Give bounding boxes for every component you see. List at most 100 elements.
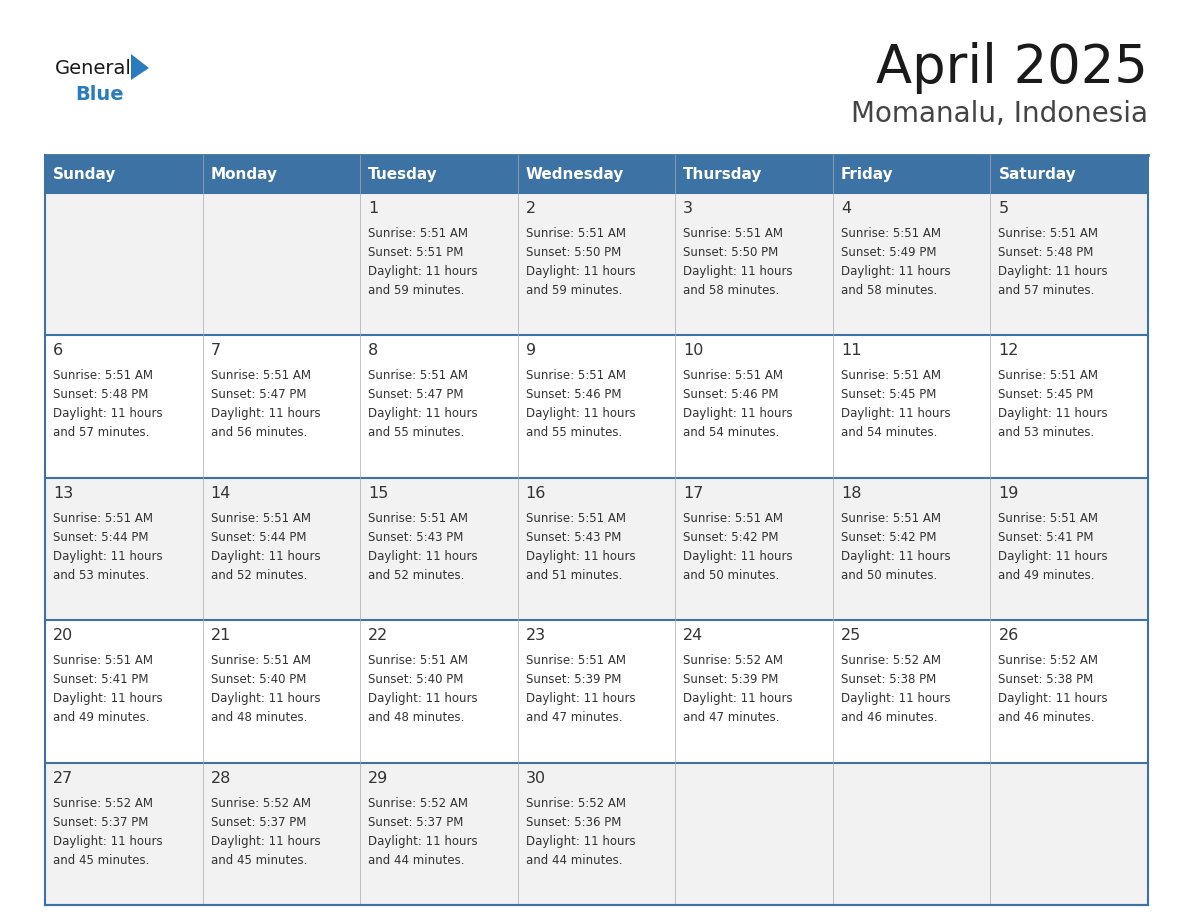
Text: Sunset: 5:41 PM: Sunset: 5:41 PM [53,673,148,686]
Bar [833,155,991,193]
Text: 5: 5 [998,201,1009,216]
Bar [45,763,203,905]
Text: and 52 minutes.: and 52 minutes. [210,569,307,582]
Text: Sunrise: 5:51 AM: Sunrise: 5:51 AM [210,655,310,667]
Text: 18: 18 [841,486,861,501]
Text: and 45 minutes.: and 45 minutes. [210,854,307,867]
Text: Sunrise: 5:52 AM: Sunrise: 5:52 AM [210,797,310,810]
Text: 28: 28 [210,770,230,786]
Bar [360,155,518,193]
Bar [203,477,360,621]
Text: Daylight: 11 hours: Daylight: 11 hours [998,550,1108,563]
Bar [675,477,833,621]
Text: Sunrise: 5:51 AM: Sunrise: 5:51 AM [841,369,941,383]
Text: Sunset: 5:48 PM: Sunset: 5:48 PM [998,246,1094,259]
Text: 19: 19 [998,486,1019,501]
Text: and 53 minutes.: and 53 minutes. [998,426,1094,440]
Text: Sunset: 5:44 PM: Sunset: 5:44 PM [210,531,307,543]
Text: and 59 minutes.: and 59 minutes. [526,284,623,297]
Text: 25: 25 [841,628,861,644]
Text: Sunrise: 5:51 AM: Sunrise: 5:51 AM [683,369,783,383]
Text: and 49 minutes.: and 49 minutes. [998,569,1095,582]
Text: Sunrise: 5:51 AM: Sunrise: 5:51 AM [53,369,153,383]
Text: Blue: Blue [75,84,124,104]
Text: 15: 15 [368,486,388,501]
Text: Sunrise: 5:51 AM: Sunrise: 5:51 AM [210,512,310,525]
Bar [991,621,1148,763]
Text: Daylight: 11 hours: Daylight: 11 hours [368,265,478,278]
Text: Daylight: 11 hours: Daylight: 11 hours [368,550,478,563]
Text: 6: 6 [53,343,63,358]
Bar [518,335,675,477]
Text: Sunset: 5:50 PM: Sunset: 5:50 PM [526,246,621,259]
Text: 2: 2 [526,201,536,216]
Text: Sunset: 5:46 PM: Sunset: 5:46 PM [526,388,621,401]
Bar [518,763,675,905]
Bar [675,193,833,335]
Text: 24: 24 [683,628,703,644]
Text: Daylight: 11 hours: Daylight: 11 hours [210,692,321,705]
Bar [991,193,1148,335]
Text: Friday: Friday [841,166,893,182]
Text: Sunset: 5:41 PM: Sunset: 5:41 PM [998,531,1094,543]
Text: and 54 minutes.: and 54 minutes. [841,426,937,440]
Text: and 47 minutes.: and 47 minutes. [683,711,779,724]
Bar [833,335,991,477]
Text: Sunset: 5:49 PM: Sunset: 5:49 PM [841,246,936,259]
Text: 8: 8 [368,343,379,358]
Text: Sunset: 5:37 PM: Sunset: 5:37 PM [368,815,463,829]
Text: Daylight: 11 hours: Daylight: 11 hours [210,408,321,420]
Text: Tuesday: Tuesday [368,166,438,182]
Text: Sunset: 5:45 PM: Sunset: 5:45 PM [998,388,1094,401]
Text: Sunset: 5:47 PM: Sunset: 5:47 PM [368,388,463,401]
Text: 16: 16 [526,486,546,501]
Text: General: General [55,59,132,77]
Text: 26: 26 [998,628,1018,644]
Text: Sunrise: 5:51 AM: Sunrise: 5:51 AM [526,655,626,667]
Text: Sunrise: 5:51 AM: Sunrise: 5:51 AM [998,369,1099,383]
Bar [203,763,360,905]
Text: Sunrise: 5:51 AM: Sunrise: 5:51 AM [368,655,468,667]
Bar [675,335,833,477]
Text: Sunset: 5:43 PM: Sunset: 5:43 PM [368,531,463,543]
Text: Sunset: 5:46 PM: Sunset: 5:46 PM [683,388,779,401]
Text: Daylight: 11 hours: Daylight: 11 hours [841,408,950,420]
Text: Sunset: 5:51 PM: Sunset: 5:51 PM [368,246,463,259]
Text: Sunset: 5:39 PM: Sunset: 5:39 PM [683,673,778,686]
Text: Saturday: Saturday [998,166,1076,182]
Text: Daylight: 11 hours: Daylight: 11 hours [526,692,636,705]
Text: 27: 27 [53,770,74,786]
Bar [45,193,203,335]
Text: and 44 minutes.: and 44 minutes. [368,854,465,867]
Text: 3: 3 [683,201,694,216]
Bar [518,193,675,335]
Text: Sunset: 5:37 PM: Sunset: 5:37 PM [210,815,307,829]
Text: Sunrise: 5:52 AM: Sunrise: 5:52 AM [998,655,1099,667]
Text: Sunrise: 5:51 AM: Sunrise: 5:51 AM [526,512,626,525]
Text: Wednesday: Wednesday [526,166,624,182]
Bar [675,621,833,763]
Text: Sunset: 5:48 PM: Sunset: 5:48 PM [53,388,148,401]
Bar [360,621,518,763]
Text: Daylight: 11 hours: Daylight: 11 hours [368,692,478,705]
Text: Thursday: Thursday [683,166,763,182]
Text: Sunrise: 5:51 AM: Sunrise: 5:51 AM [368,227,468,240]
Text: Sunrise: 5:51 AM: Sunrise: 5:51 AM [841,512,941,525]
Text: and 54 minutes.: and 54 minutes. [683,426,779,440]
Text: Momanalu, Indonesia: Momanalu, Indonesia [851,100,1148,128]
Text: Sunday: Sunday [53,166,116,182]
Bar [518,155,675,193]
Text: Monday: Monday [210,166,278,182]
Text: and 55 minutes.: and 55 minutes. [526,426,623,440]
Text: Sunset: 5:42 PM: Sunset: 5:42 PM [841,531,936,543]
Bar [833,193,991,335]
Text: Daylight: 11 hours: Daylight: 11 hours [210,834,321,847]
Bar [203,155,360,193]
Text: Sunrise: 5:52 AM: Sunrise: 5:52 AM [368,797,468,810]
Text: Sunrise: 5:51 AM: Sunrise: 5:51 AM [998,227,1099,240]
Text: and 56 minutes.: and 56 minutes. [210,426,307,440]
Bar [991,335,1148,477]
Text: 23: 23 [526,628,545,644]
Bar [991,763,1148,905]
Text: Daylight: 11 hours: Daylight: 11 hours [53,834,163,847]
